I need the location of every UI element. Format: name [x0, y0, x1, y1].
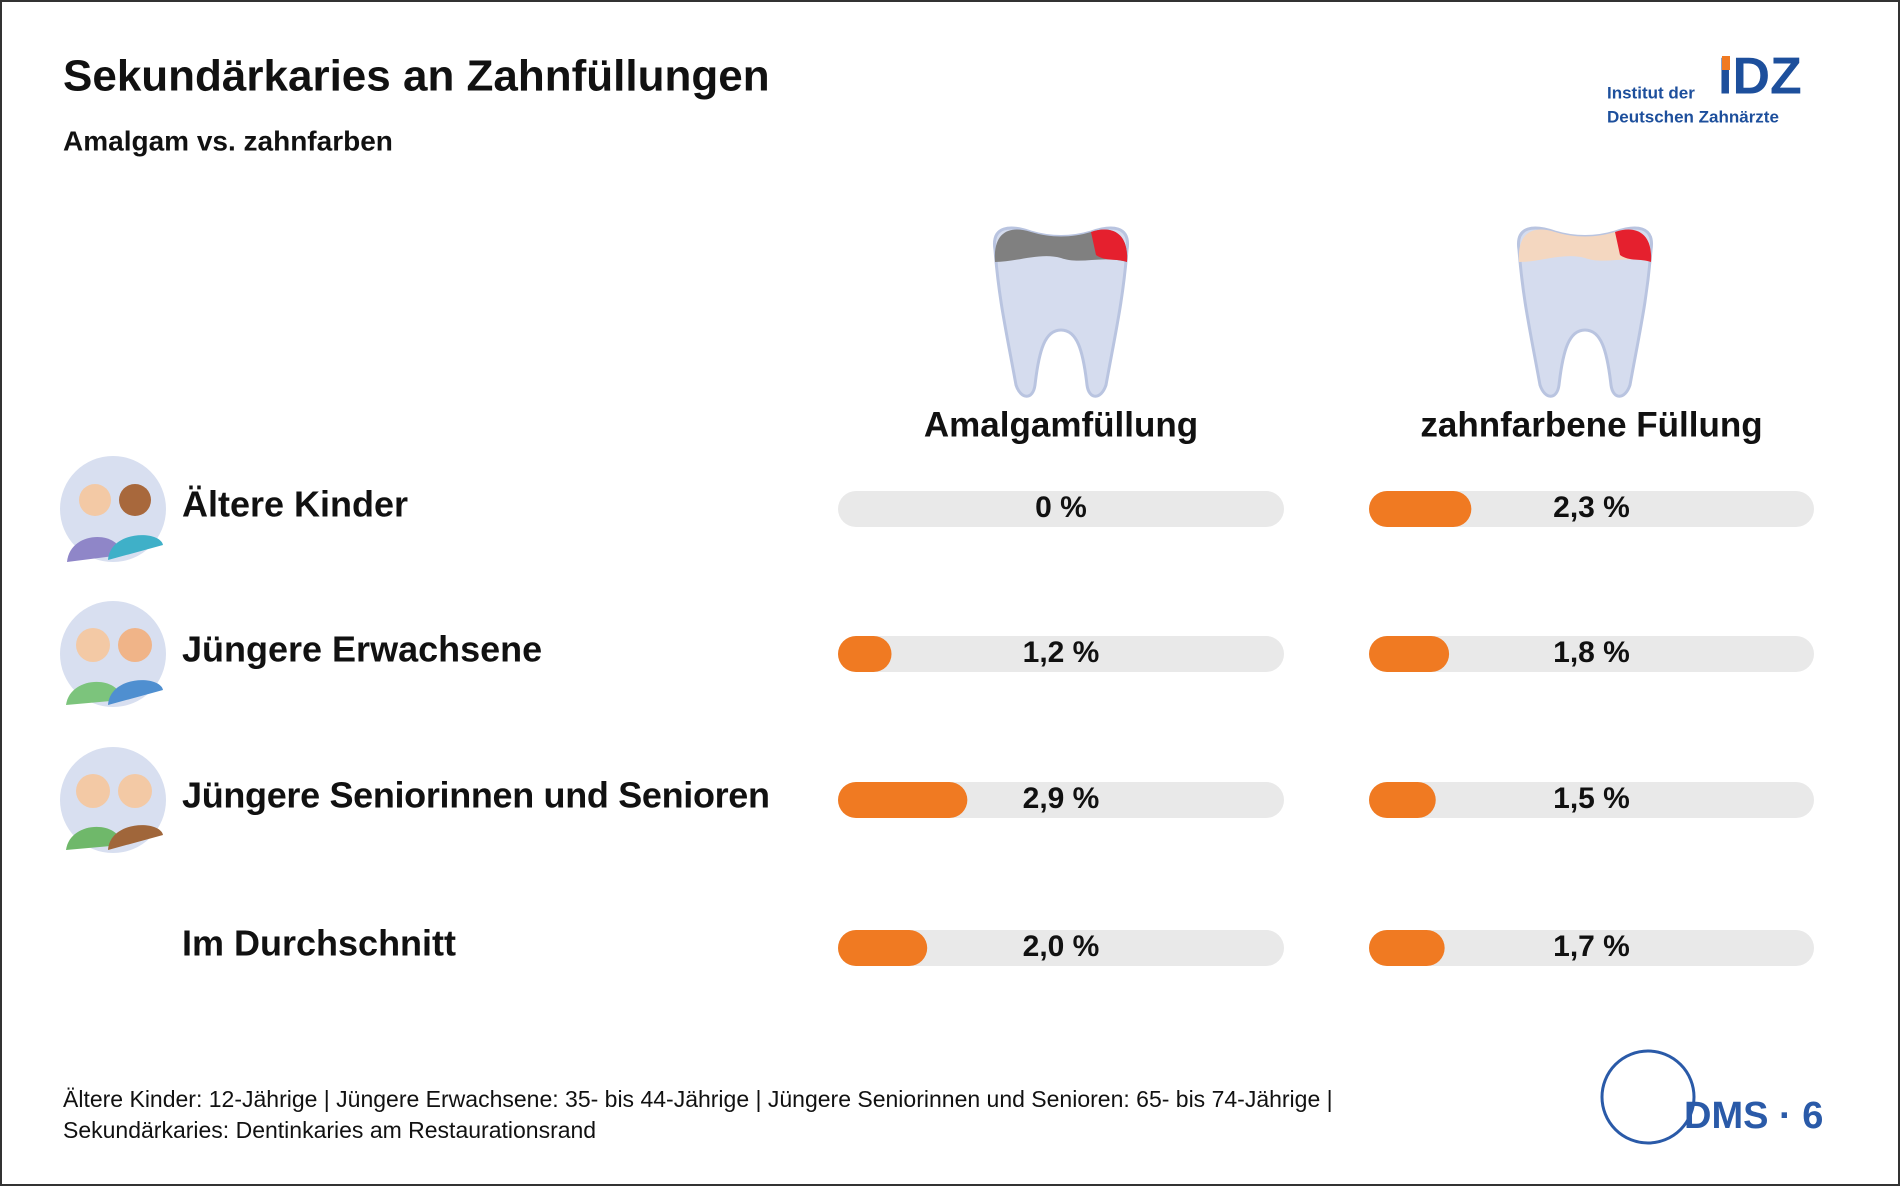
category-label: Jüngere Erwachsene — [182, 629, 542, 670]
column-header: Amalgamfüllung — [924, 405, 1198, 444]
value-label: 1,2 % — [1023, 636, 1100, 669]
logo-text: Deutschen Zahnärzte — [1607, 107, 1779, 126]
tooth-icon — [1517, 226, 1653, 398]
people-icon — [60, 456, 166, 562]
study-logo: DMS · 6 — [1684, 1095, 1823, 1137]
bar-track — [838, 491, 1284, 527]
bar-track — [1369, 782, 1814, 818]
bar-track — [838, 930, 1284, 966]
value-label: 2,0 % — [1023, 930, 1100, 963]
value-label: 1,8 % — [1553, 636, 1630, 669]
logo-text: Institut der — [1607, 83, 1695, 102]
bar-track — [1369, 930, 1814, 966]
footnote: Ältere Kinder: 12-Jährige | Jüngere Erwa… — [63, 1086, 1333, 1112]
chart-title: Sekundärkaries an Zahnfüllungen — [63, 52, 770, 101]
people-icon — [60, 601, 166, 707]
footnote: Sekundärkaries: Dentinkaries am Restaura… — [63, 1117, 596, 1143]
value-label: 2,3 % — [1553, 491, 1630, 524]
bar — [1369, 491, 1472, 527]
bar — [1369, 930, 1445, 966]
bar-track — [838, 636, 1284, 672]
bar — [838, 930, 928, 966]
study-logo-ring — [1600, 1049, 1696, 1145]
chart-subtitle: Amalgam vs. zahnfarben — [63, 125, 393, 156]
value-label: 1,5 % — [1553, 782, 1630, 815]
category-label: Jüngere Seniorinnen und Senioren — [182, 775, 770, 816]
value-label: 0 % — [1035, 491, 1087, 524]
bar — [838, 782, 968, 818]
logo-accent — [1722, 56, 1730, 70]
value-label: 1,7 % — [1553, 930, 1630, 963]
bar — [1369, 636, 1450, 672]
column-header: zahnfarbene Füllung — [1420, 405, 1762, 444]
category-label: Ältere Kinder — [182, 484, 408, 525]
bar — [1369, 782, 1436, 818]
tooth-icon — [993, 226, 1129, 398]
bar-track — [1369, 491, 1814, 527]
bar-track — [1369, 636, 1814, 672]
people-icon — [60, 747, 166, 853]
logo-mark: IDZ — [1718, 48, 1802, 106]
value-label: 2,9 % — [1023, 782, 1100, 815]
category-label: Im Durchschnitt — [182, 923, 456, 964]
bar — [838, 636, 892, 672]
